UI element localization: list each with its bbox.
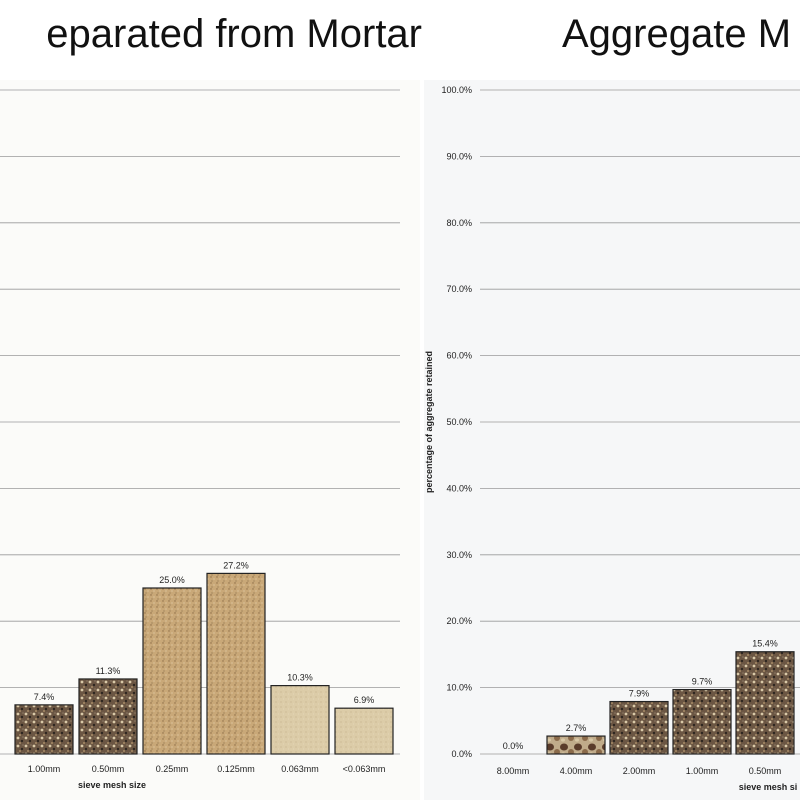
y-tick-label: 40.0% <box>446 483 472 493</box>
bar <box>270 685 330 755</box>
bar-value-label: 9.7% <box>692 677 713 687</box>
x-tick-label: 0.25mm <box>156 764 189 774</box>
y-tick-label: 0.0% <box>451 749 472 759</box>
y-tick-label: 50.0% <box>446 417 472 427</box>
bar-value-label: 7.9% <box>629 689 650 699</box>
bar-value-label: 11.3% <box>96 666 121 676</box>
bar <box>672 688 732 755</box>
bar-value-label: 7.4% <box>34 692 55 702</box>
x-tick-label: <0.063mm <box>343 764 386 774</box>
left-chart-title: eparated from Mortar <box>46 12 422 56</box>
x-tick-label: 1.00mm <box>28 764 61 774</box>
y-tick-label: 70.0% <box>446 284 472 294</box>
right-chart-plot: 0.0% 10.0% 20.0% 30.0% 40.0% 50.0% 60.0% 70.0% 8… <box>424 85 800 792</box>
bar <box>78 678 138 755</box>
bar-value-label: 0.0% <box>503 741 524 751</box>
right-chart-title: Aggregate M <box>562 12 792 56</box>
y-tick-label: 90.0% <box>446 151 472 161</box>
bar-value-label: 27.2% <box>223 560 249 570</box>
bar-value-label: 25.0% <box>159 575 185 585</box>
y-tick-label: 30.0% <box>446 550 472 560</box>
x-tick-label: 0.063mm <box>281 764 319 774</box>
x-tick-label: 1.00mm <box>686 766 719 776</box>
y-tick-label: 80.0% <box>446 218 472 228</box>
y-tick-label: 100.0% <box>441 85 472 95</box>
x-tick-label: 0.125mm <box>217 764 255 774</box>
y-tick-label: 60.0% <box>446 351 472 361</box>
x-tick-label: 2.00mm <box>623 766 656 776</box>
bar <box>206 572 266 755</box>
x-tick-label: 8.00mm <box>497 766 530 776</box>
x-axis-title: sieve mesh size <box>78 780 146 790</box>
bar-value-label: 15.4% <box>752 639 778 649</box>
bar-value-label: 2.7% <box>566 723 587 733</box>
bar <box>14 704 74 755</box>
bar <box>142 587 202 755</box>
bar <box>546 735 606 755</box>
x-axis-title: sieve mesh si <box>739 782 798 792</box>
y-tick-label: 10.0% <box>446 683 472 693</box>
left-chart-plot: 7.4% 1.00mm 11.3% 0.50mm 25.0% 0.25mm 27.2% 0.1… <box>0 89 400 790</box>
bar-value-label: 6.9% <box>354 695 375 705</box>
bar <box>735 651 795 755</box>
y-axis-title: percentage of aggregate retained <box>424 351 434 493</box>
x-tick-label: 0.50mm <box>92 764 125 774</box>
bar <box>334 707 394 755</box>
bar <box>609 700 669 755</box>
y-tick-label: 20.0% <box>446 616 472 626</box>
x-tick-label: 4.00mm <box>560 766 593 776</box>
x-tick-label: 0.50mm <box>749 766 782 776</box>
bar-value-label: 10.3% <box>287 673 313 683</box>
